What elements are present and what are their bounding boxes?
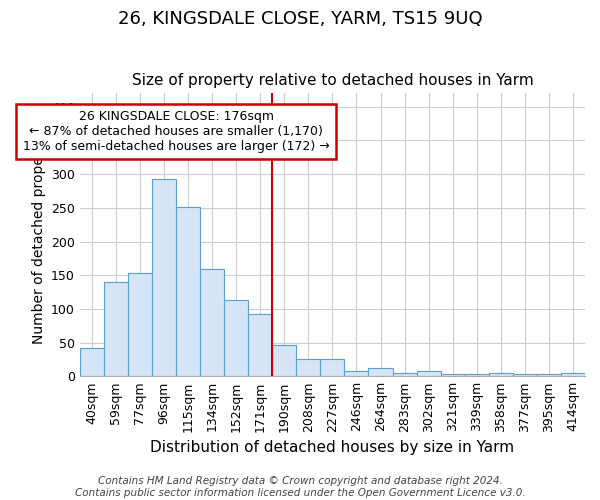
Bar: [392, 373, 416, 376]
Title: Size of property relative to detached houses in Yarm: Size of property relative to detached ho…: [131, 73, 533, 88]
Bar: [368, 368, 392, 376]
Bar: [296, 360, 320, 376]
Bar: [561, 373, 585, 376]
X-axis label: Distribution of detached houses by size in Yarm: Distribution of detached houses by size …: [151, 440, 514, 455]
Bar: [465, 374, 489, 376]
Y-axis label: Number of detached properties: Number of detached properties: [32, 126, 46, 344]
Bar: [200, 268, 224, 376]
Bar: [152, 179, 176, 376]
Bar: [224, 300, 248, 376]
Bar: [80, 348, 104, 376]
Bar: [513, 374, 537, 376]
Text: Contains HM Land Registry data © Crown copyright and database right 2024.
Contai: Contains HM Land Registry data © Crown c…: [74, 476, 526, 498]
Bar: [440, 374, 465, 376]
Text: 26, KINGSDALE CLOSE, YARM, TS15 9UQ: 26, KINGSDALE CLOSE, YARM, TS15 9UQ: [118, 10, 482, 28]
Bar: [344, 371, 368, 376]
Bar: [272, 346, 296, 376]
Bar: [104, 282, 128, 376]
Bar: [248, 314, 272, 376]
Bar: [320, 360, 344, 376]
Bar: [537, 374, 561, 376]
Bar: [128, 273, 152, 376]
Bar: [416, 371, 440, 376]
Bar: [489, 373, 513, 376]
Text: 26 KINGSDALE CLOSE: 176sqm
← 87% of detached houses are smaller (1,170)
13% of s: 26 KINGSDALE CLOSE: 176sqm ← 87% of deta…: [23, 110, 329, 153]
Bar: [176, 206, 200, 376]
